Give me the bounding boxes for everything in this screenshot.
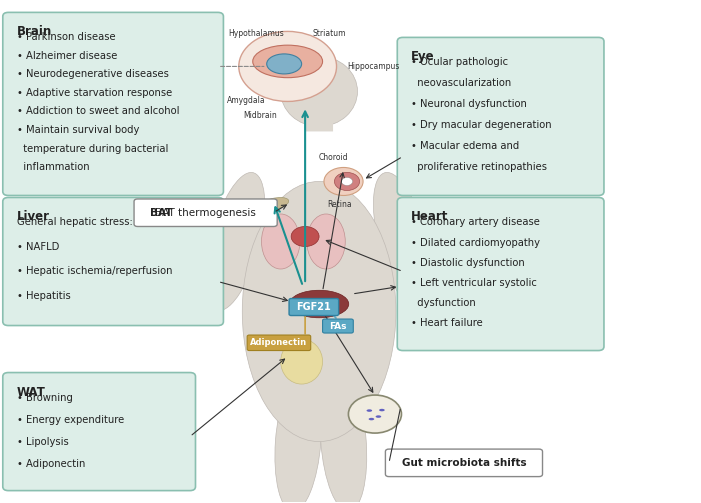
Text: Liver: Liver — [17, 210, 50, 223]
Text: Eye: Eye — [411, 50, 435, 63]
Text: • Addiction to sweet and alcohol: • Addiction to sweet and alcohol — [17, 107, 179, 117]
Ellipse shape — [320, 372, 367, 503]
Text: BAT thermogenesis: BAT thermogenesis — [155, 208, 256, 218]
FancyBboxPatch shape — [134, 199, 277, 226]
Text: proliferative retinopathies: proliferative retinopathies — [411, 162, 547, 172]
FancyBboxPatch shape — [3, 373, 196, 490]
Ellipse shape — [266, 54, 301, 74]
Text: neovascularization: neovascularization — [411, 78, 512, 88]
FancyBboxPatch shape — [289, 298, 339, 315]
Ellipse shape — [259, 198, 289, 210]
Text: • NAFLD: • NAFLD — [17, 242, 59, 252]
Text: • Neuronal dysfunction: • Neuronal dysfunction — [411, 99, 527, 109]
Circle shape — [239, 31, 336, 102]
FancyBboxPatch shape — [322, 319, 353, 333]
Text: inflammation: inflammation — [17, 162, 89, 172]
FancyBboxPatch shape — [247, 335, 311, 351]
Circle shape — [324, 167, 363, 196]
Text: • Heart failure: • Heart failure — [411, 318, 483, 328]
Text: • Dilated cardiomyopathy: • Dilated cardiomyopathy — [411, 237, 540, 247]
FancyBboxPatch shape — [3, 198, 224, 325]
Ellipse shape — [280, 56, 358, 126]
FancyBboxPatch shape — [397, 198, 604, 351]
Ellipse shape — [290, 290, 349, 318]
Text: • Maintain survival body: • Maintain survival body — [17, 125, 139, 135]
Text: • Neurodegenerative diseases: • Neurodegenerative diseases — [17, 69, 169, 79]
Ellipse shape — [369, 418, 374, 421]
Ellipse shape — [261, 214, 300, 269]
Text: • Alzheimer disease: • Alzheimer disease — [17, 51, 117, 61]
Text: dysfunction: dysfunction — [411, 298, 476, 308]
Text: temperature during bacterial: temperature during bacterial — [17, 143, 168, 153]
Text: Adiponectin: Adiponectin — [250, 339, 308, 347]
Text: • Adaptive starvation response: • Adaptive starvation response — [17, 88, 172, 98]
FancyBboxPatch shape — [305, 102, 333, 131]
Text: • Hepatitis: • Hepatitis — [17, 291, 71, 301]
Text: FAs: FAs — [329, 321, 347, 330]
Text: BAT: BAT — [150, 208, 172, 218]
Ellipse shape — [206, 173, 265, 310]
Text: Gut microbiota shifts: Gut microbiota shifts — [402, 458, 526, 468]
Text: Choroid: Choroid — [318, 153, 348, 162]
Text: • Browning: • Browning — [17, 392, 73, 402]
Text: • Parkinson disease: • Parkinson disease — [17, 32, 116, 42]
Ellipse shape — [376, 415, 381, 418]
Ellipse shape — [374, 173, 433, 310]
Text: • Hepatic ischemia/reperfusion: • Hepatic ischemia/reperfusion — [17, 266, 172, 276]
Text: • Ocular pathologic: • Ocular pathologic — [411, 57, 508, 67]
Circle shape — [341, 178, 353, 186]
Text: • Left ventricular systolic: • Left ventricular systolic — [411, 278, 537, 288]
Text: WAT: WAT — [17, 386, 46, 398]
Text: Brain: Brain — [17, 25, 52, 38]
Text: • Macular edema and: • Macular edema and — [411, 141, 519, 151]
Text: • Dry macular degeneration: • Dry macular degeneration — [411, 120, 552, 130]
FancyBboxPatch shape — [397, 37, 604, 196]
Text: Midbrain: Midbrain — [243, 112, 277, 120]
Text: Hypothalamus: Hypothalamus — [229, 29, 284, 38]
FancyBboxPatch shape — [3, 13, 224, 196]
Circle shape — [334, 173, 360, 191]
Text: Striatum: Striatum — [313, 29, 346, 38]
Ellipse shape — [243, 182, 396, 442]
Text: Amygdala: Amygdala — [226, 97, 265, 106]
Ellipse shape — [280, 339, 322, 384]
Circle shape — [348, 395, 402, 433]
Text: Hippocampus: Hippocampus — [347, 62, 400, 71]
Ellipse shape — [367, 409, 372, 412]
FancyBboxPatch shape — [386, 449, 543, 477]
Ellipse shape — [275, 372, 321, 503]
Text: • Lipolysis: • Lipolysis — [17, 437, 69, 447]
Text: • Coronary artery disease: • Coronary artery disease — [411, 217, 540, 227]
Ellipse shape — [379, 409, 385, 411]
Text: Retina: Retina — [327, 201, 353, 209]
Text: FGF21: FGF21 — [297, 302, 331, 312]
Text: • Diastolic dysfunction: • Diastolic dysfunction — [411, 258, 525, 268]
Ellipse shape — [291, 226, 319, 246]
Ellipse shape — [253, 45, 322, 77]
Text: General hepatic stress:: General hepatic stress: — [17, 217, 132, 227]
Ellipse shape — [307, 214, 346, 269]
Text: Heart: Heart — [411, 210, 449, 223]
Text: • Energy expenditure: • Energy expenditure — [17, 414, 124, 425]
Text: • Adiponectin: • Adiponectin — [17, 459, 85, 469]
